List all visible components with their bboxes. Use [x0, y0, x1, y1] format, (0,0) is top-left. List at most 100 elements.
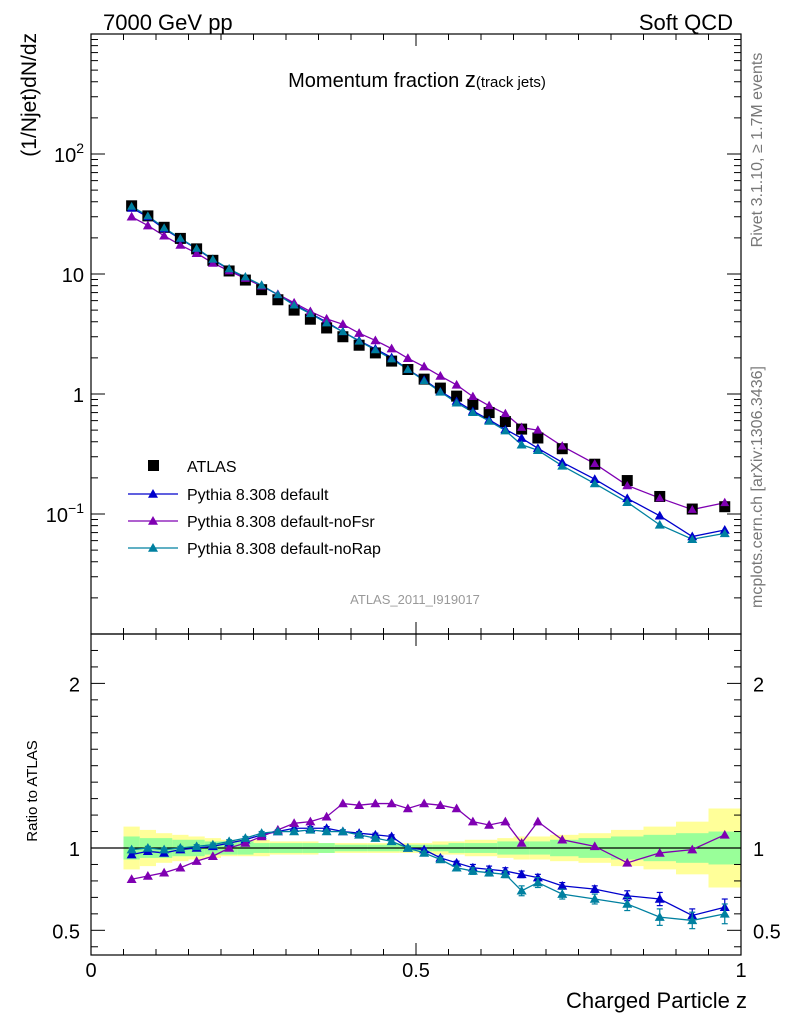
series-marker-2	[305, 309, 315, 318]
ratio-point-2	[159, 844, 170, 854]
chart-title-sub: (track jets)	[476, 74, 546, 91]
ratio-point-0	[386, 831, 397, 841]
ratio-y-tick-label-left: 0.5	[52, 921, 80, 943]
series-marker-1	[590, 459, 600, 468]
series-marker-1	[403, 353, 413, 362]
chart-title-main: Momentum fraction	[288, 70, 465, 92]
legend-marker-0	[148, 489, 158, 498]
data-point	[304, 313, 316, 325]
x-tick-label: 1	[735, 960, 746, 982]
series-marker-1	[622, 480, 632, 489]
ratio-point-2	[435, 854, 446, 864]
ratio-point-1	[354, 800, 365, 809]
series-marker-1	[159, 231, 169, 240]
ratio-point-1	[500, 816, 511, 826]
y-tick-label: 10	[62, 265, 84, 287]
ratio-point-2	[654, 912, 665, 921]
series-marker-2	[208, 254, 218, 263]
series-marker-1	[687, 505, 697, 513]
series-marker-2	[127, 201, 137, 210]
y-tick-label-exp: −1	[68, 500, 84, 516]
series-marker-2	[435, 387, 445, 396]
data-point	[483, 407, 495, 419]
ratio-point-1	[370, 798, 381, 808]
ratio-point-2	[419, 847, 430, 857]
ratio-point-2	[272, 826, 283, 836]
ratio-point-0	[516, 869, 527, 879]
data-point	[256, 284, 268, 296]
ratio-line-1	[131, 802, 726, 880]
ratio-point-2	[719, 908, 730, 918]
series-marker-2	[224, 264, 234, 273]
series-marker-2	[403, 365, 413, 373]
ratio-panel: 0.5 0.51 12 20 0.5 1	[52, 633, 781, 982]
series-marker-2	[720, 528, 730, 537]
data-point	[451, 390, 463, 402]
series-marker-1	[127, 212, 137, 221]
legend-marker-2	[148, 543, 158, 552]
data-point	[532, 432, 544, 444]
series-marker-2	[143, 211, 153, 220]
ratio-point-2	[354, 829, 365, 839]
ratio-y-tick-label-left: 2	[69, 674, 80, 696]
ratio-point-2	[386, 836, 397, 846]
ratio-point-2	[305, 824, 316, 834]
series-marker-1	[354, 328, 364, 337]
series-marker-1	[370, 335, 380, 344]
ratio-point-2	[240, 833, 251, 842]
ratio-point-2	[224, 836, 235, 846]
ratio-point-1	[532, 816, 543, 826]
x-tick-label: 0	[85, 960, 96, 982]
ratio-point-1	[207, 851, 218, 860]
data-point	[467, 398, 479, 410]
series-marker-2	[533, 445, 543, 454]
y-tick-label: 102	[54, 140, 84, 167]
y-axis-label: (1/Njet)dN/dz	[18, 33, 41, 157]
y-tick-label-base: 1	[73, 385, 84, 407]
ratio-point-1	[159, 867, 170, 877]
ratio-point-2	[256, 828, 267, 837]
ratio-point-1	[142, 870, 153, 880]
ratio-point-1	[435, 800, 446, 809]
series-marker-1	[322, 314, 332, 323]
series-marker-1	[533, 425, 543, 434]
ratio-point-1	[719, 829, 730, 839]
series-marker-1	[387, 344, 397, 353]
rivet-label: Rivet 3.1.10, ≥ 1.7M events	[749, 53, 766, 248]
ratio-point-1	[687, 844, 698, 854]
analysis-label: ATLAS_2011_I919017	[350, 592, 480, 607]
ratio-point-1	[240, 838, 251, 847]
ratio-point-2	[557, 889, 568, 898]
ratio-point-1	[305, 816, 316, 826]
series-marker-2	[354, 336, 364, 345]
data-point	[337, 331, 349, 343]
data-point	[288, 304, 300, 316]
ratio-point-2	[589, 894, 600, 903]
series-marker-1	[557, 441, 567, 450]
series-marker-1	[655, 493, 665, 502]
legend: ATLAS Pythia 8.308 default Pythia 8.308 de…	[128, 459, 381, 558]
x-axis-label: Charged Particle z	[566, 988, 747, 1013]
ratio-y-tick-label-left: 1	[69, 839, 80, 861]
ratio-point-2	[467, 866, 478, 875]
series-marker-2	[590, 479, 600, 487]
series-marker-2	[289, 300, 299, 309]
ratio-point-1	[419, 798, 430, 808]
ratio-y-tick-label-right: 0.5	[753, 921, 781, 943]
ratio-point-1	[484, 819, 495, 829]
series-marker-1	[435, 371, 445, 380]
ratio-point-2	[402, 843, 413, 852]
ratio-point-0	[589, 884, 600, 893]
series-marker-0	[517, 433, 527, 442]
series-marker-2	[175, 233, 185, 242]
ratio-point-2	[370, 833, 381, 842]
ratio-point-1	[589, 841, 600, 851]
series-marker-2	[338, 327, 348, 336]
data-point	[499, 415, 511, 427]
series-marker-0	[590, 474, 600, 483]
ratio-point-2	[142, 843, 153, 852]
ratio-point-1	[126, 874, 137, 884]
series-marker-1	[500, 409, 510, 418]
series-marker-2	[500, 426, 510, 434]
series-marker-1	[175, 240, 185, 249]
